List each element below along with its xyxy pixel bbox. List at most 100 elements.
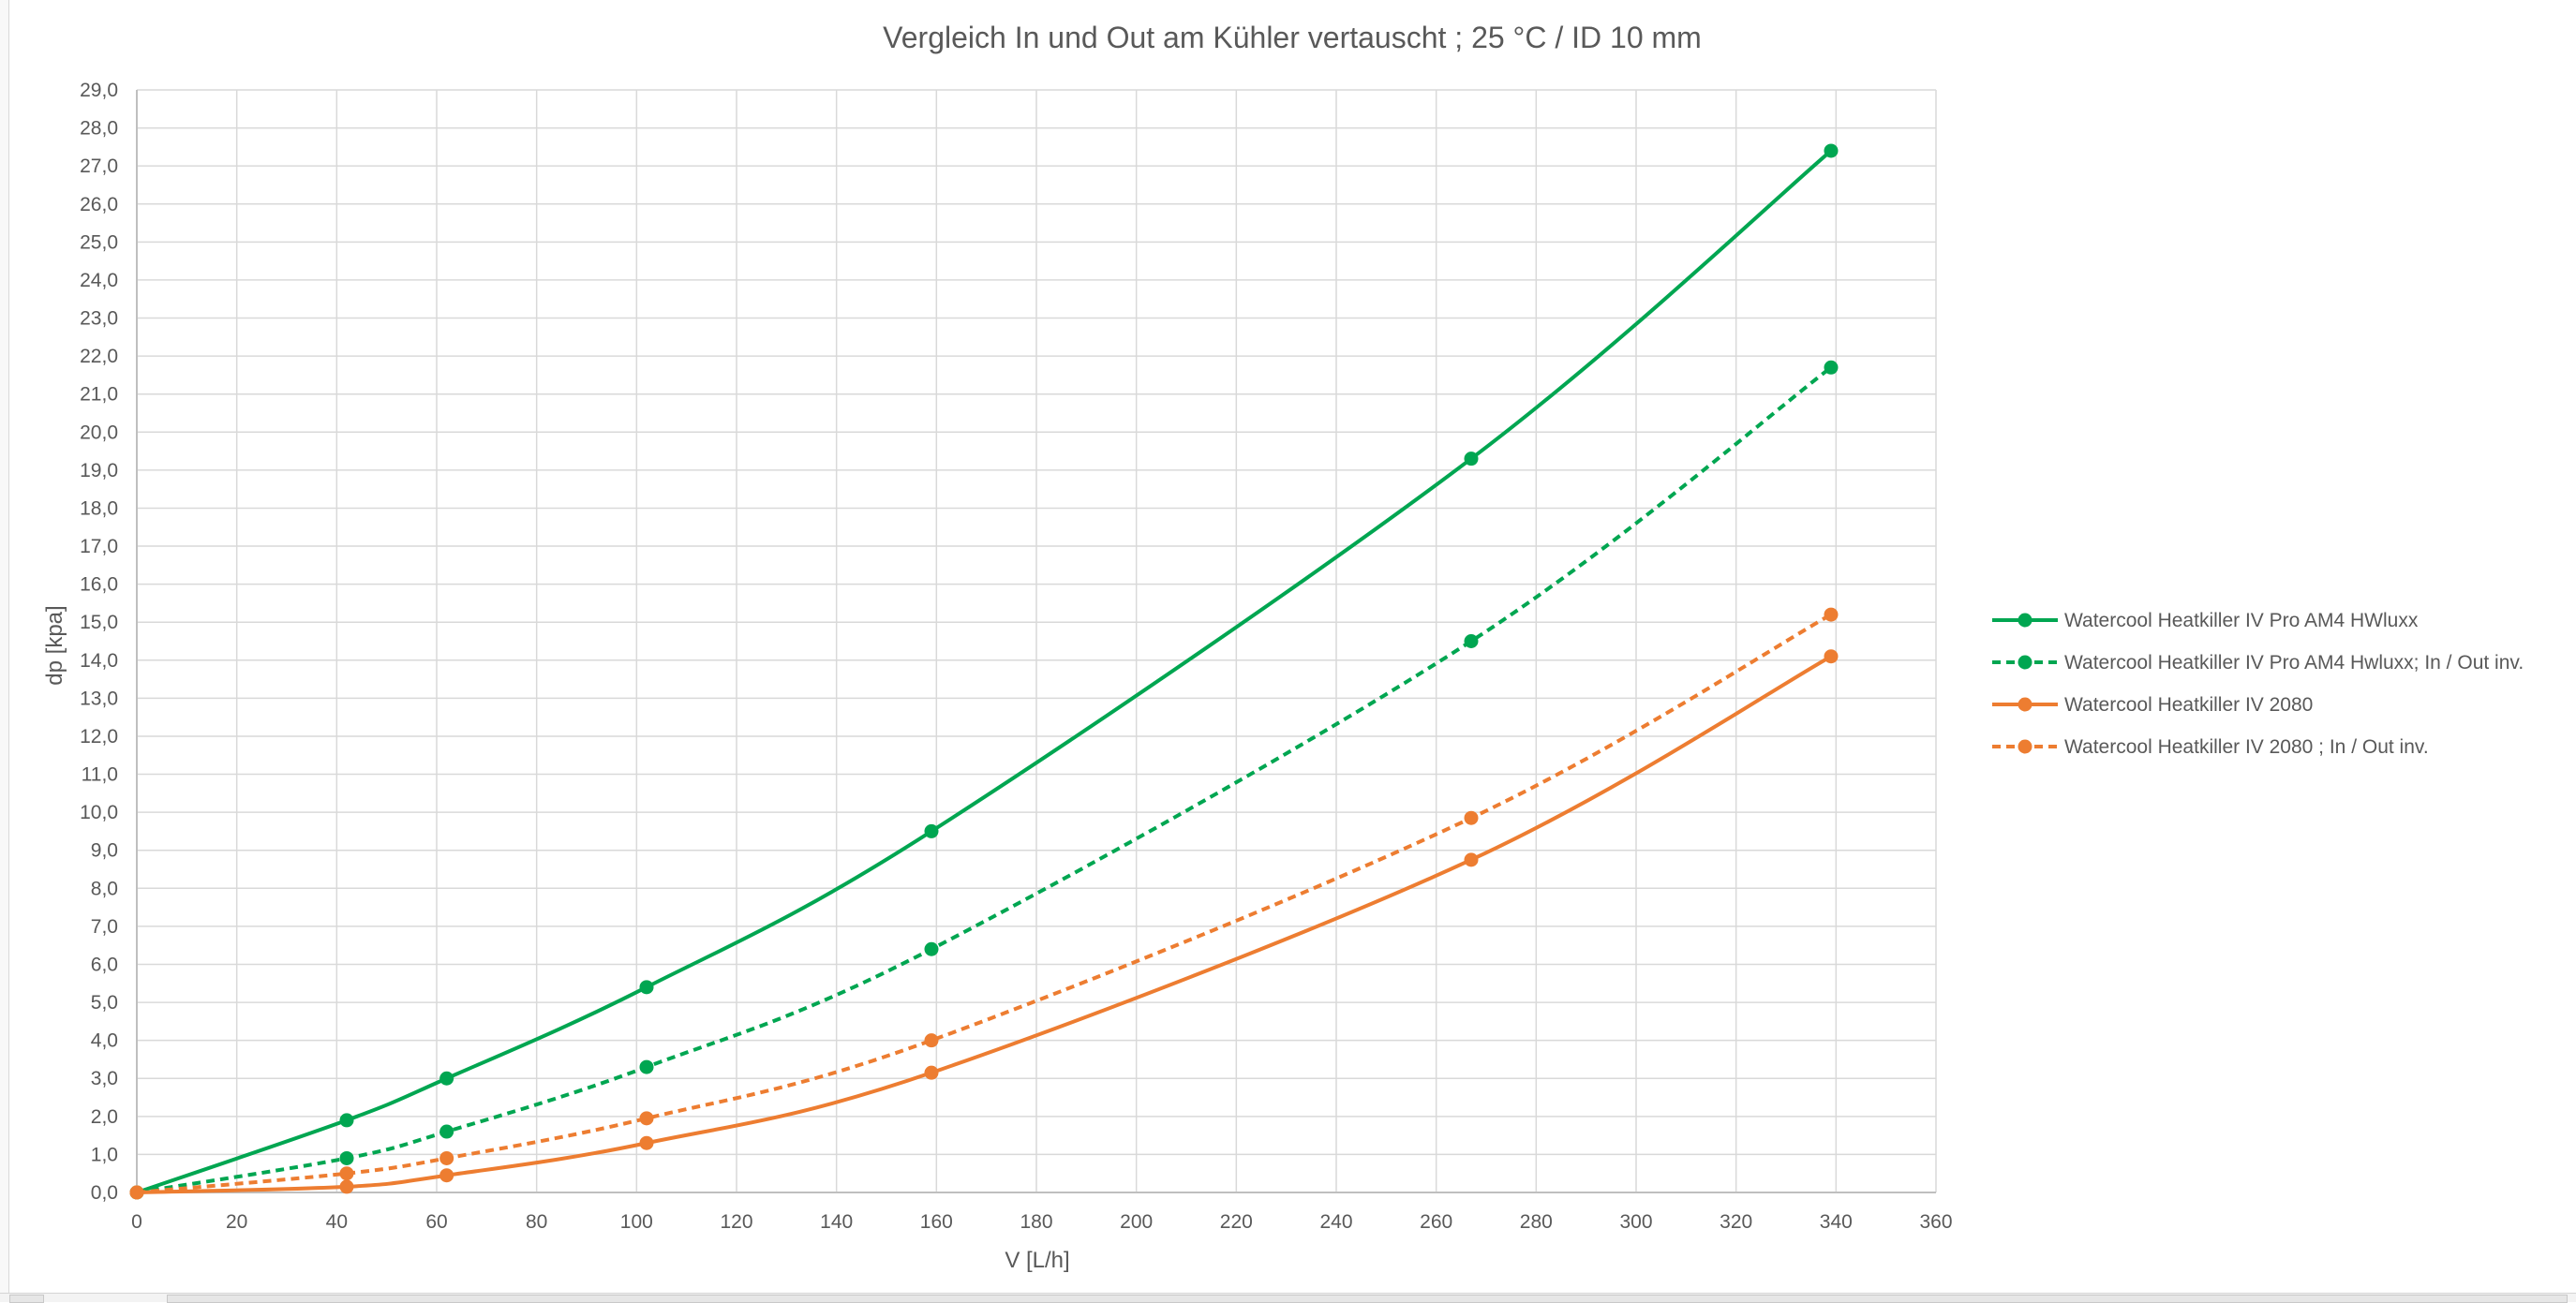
series-line (136, 365, 1833, 1194)
horizontal-scrollbar[interactable] (167, 1295, 2568, 1303)
data-point (339, 1113, 354, 1128)
x-tick-label: 220 (1220, 1211, 1253, 1233)
y-tick-label: 15,0 (80, 612, 118, 633)
data-point (639, 980, 654, 995)
y-tick-label: 27,0 (80, 155, 118, 177)
x-tick-label: 140 (820, 1211, 853, 1233)
data-point (1824, 143, 1839, 158)
series-line (136, 613, 1832, 1194)
data-point (639, 1059, 654, 1074)
y-tick-label: 0,0 (91, 1182, 118, 1204)
legend-marker (2018, 613, 2033, 628)
y-tick-label: 25,0 (80, 231, 118, 253)
x-tick-label: 260 (1420, 1211, 1452, 1233)
data-point (639, 1111, 654, 1126)
data-point (1464, 452, 1479, 466)
series-2 (129, 360, 1839, 1200)
x-tick-label: 360 (1919, 1211, 1952, 1233)
data-point (1464, 810, 1479, 825)
y-tick-label: 26,0 (80, 194, 118, 215)
x-tick-label: 340 (1820, 1211, 1853, 1233)
legend-marker (2018, 697, 2033, 712)
data-point (1464, 634, 1479, 648)
sheet-tab[interactable] (9, 1295, 44, 1303)
legend-entry: Watercool Heatkiller IV 2080 (1992, 694, 2313, 716)
y-tick-label: 2,0 (91, 1106, 118, 1128)
data-point (1464, 852, 1479, 867)
x-tick-label: 280 (1520, 1211, 1553, 1233)
y-tick-label: 16,0 (80, 574, 118, 596)
data-point (924, 1065, 939, 1080)
y-tick-label: 9,0 (91, 840, 118, 862)
legend-label: Watercool Heatkiller IV 2080 (2064, 694, 2313, 716)
y-tick-label: 5,0 (91, 992, 118, 1014)
data-point (439, 1168, 454, 1183)
y-tick-label: 3,0 (91, 1068, 118, 1089)
series-1 (129, 143, 1839, 1200)
data-point (439, 1071, 454, 1086)
x-tick-label: 320 (1720, 1211, 1752, 1233)
y-tick-label: 13,0 (80, 688, 118, 709)
data-point (1824, 649, 1839, 664)
legend-label: Watercool Heatkiller IV 2080 ; In / Out … (2064, 736, 2429, 758)
y-tick-label: 19,0 (80, 460, 118, 481)
data-point (639, 1135, 654, 1150)
spreadsheet-row-header-strip (0, 0, 9, 1301)
y-tick-label: 11,0 (82, 764, 118, 786)
y-tick-label: 23,0 (80, 308, 118, 330)
y-tick-label: 28,0 (80, 118, 118, 140)
y-tick-label: 7,0 (91, 916, 118, 938)
legend-marker (2018, 655, 2033, 670)
x-tick-label: 100 (620, 1211, 653, 1233)
legend: Watercool Heatkiller IV Pro AM4 HWluxx Wa… (1992, 610, 2524, 758)
series-line (136, 149, 1833, 1194)
legend-label: Watercool Heatkiller IV Pro AM4 HWluxx (2064, 610, 2419, 631)
y-tick-label: 8,0 (91, 878, 118, 899)
data-point (339, 1179, 354, 1194)
data-point (339, 1166, 354, 1181)
data-point (339, 1150, 354, 1165)
axes: 0 20 40 60 80 100 120 140 160 180 200 220 240 260 280 3… (80, 80, 1952, 1233)
data-point (439, 1124, 454, 1139)
y-tick-label: 1,0 (91, 1144, 118, 1165)
x-axis-title: V [L/h] (1005, 1248, 1069, 1273)
x-tick-label: 180 (1020, 1211, 1052, 1233)
y-tick-label: 24,0 (80, 270, 118, 291)
y-tick-label: 18,0 (80, 497, 118, 519)
y-tick-label: 17,0 (80, 536, 118, 557)
y-tick-label: 20,0 (80, 422, 118, 443)
chart-title: Vergleich In und Out am Kühler vertausch… (883, 21, 1702, 54)
y-tick-label: 10,0 (80, 802, 118, 823)
x-tick-label: 240 (1319, 1211, 1352, 1233)
x-tick-label: 20 (226, 1211, 247, 1233)
y-tick-label: 4,0 (91, 1030, 118, 1052)
data-point (924, 1033, 939, 1048)
data-point (924, 941, 939, 956)
data-point (439, 1150, 454, 1165)
x-tick-label: 60 (425, 1211, 447, 1233)
legend-marker (2018, 739, 2033, 754)
y-tick-label: 6,0 (91, 954, 118, 975)
x-tick-label: 200 (1120, 1211, 1153, 1233)
gridlines (136, 89, 1937, 1193)
x-tick-label: 160 (920, 1211, 953, 1233)
y-axis-title: dp [kpa] (42, 605, 67, 685)
data-point (1824, 607, 1839, 622)
legend-label: Watercool Heatkiller IV Pro AM4 Hwluxx; … (2064, 652, 2524, 674)
y-tick-label: 14,0 (80, 650, 118, 672)
data-point (924, 823, 939, 838)
x-tick-label: 80 (526, 1211, 547, 1233)
y-tick-label: 12,0 (80, 726, 118, 748)
series-lines (129, 143, 1839, 1200)
legend-entry: Watercool Heatkiller IV 2080 ; In / Out … (1992, 736, 2429, 758)
y-tick-label: 29,0 (80, 80, 118, 101)
data-point (1824, 360, 1839, 375)
x-tick-label: 0 (131, 1211, 142, 1233)
data-point (129, 1185, 144, 1200)
y-tick-label: 22,0 (80, 346, 118, 367)
x-tick-label: 40 (326, 1211, 348, 1233)
legend-entry: Watercool Heatkiller IV Pro AM4 Hwluxx; … (1992, 652, 2524, 674)
series-4 (129, 607, 1839, 1200)
